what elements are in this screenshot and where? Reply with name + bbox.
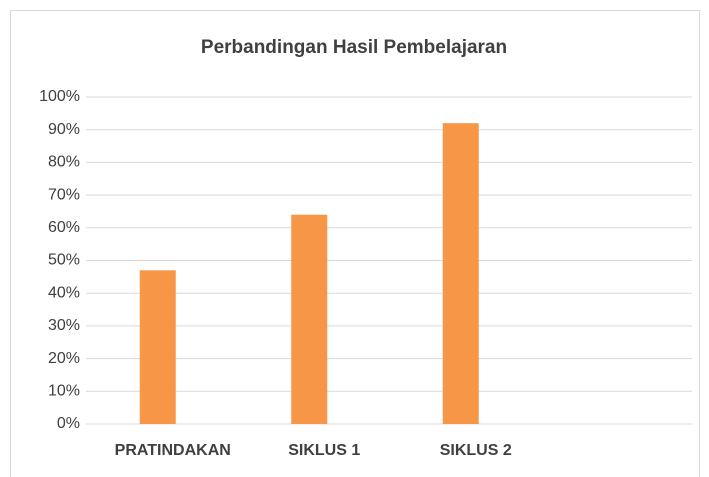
x-tick-label: SIKLUS 2	[440, 442, 512, 459]
x-tick-label: SIKLUS 1	[288, 442, 360, 459]
x-tick-label: PRATINDAKAN	[115, 442, 231, 459]
y-tick-label: 50%	[48, 252, 80, 269]
y-tick-label: 40%	[48, 284, 80, 301]
chart-title: Perbandingan Hasil Pembelajaran	[201, 37, 507, 58]
y-tick-label: 100%	[39, 88, 80, 105]
chart-frame	[10, 10, 700, 477]
y-tick-label: 90%	[48, 121, 80, 138]
y-tick-label: 80%	[48, 154, 80, 171]
y-tick-label: 70%	[48, 186, 80, 203]
y-tick-label: 20%	[48, 350, 80, 367]
y-tick-label: 10%	[48, 383, 80, 400]
y-tick-label: 0%	[57, 415, 80, 432]
bar	[291, 214, 328, 424]
bar	[139, 270, 176, 424]
bar	[442, 123, 479, 424]
y-tick-label: 60%	[48, 219, 80, 236]
y-tick-label: 30%	[48, 317, 80, 334]
